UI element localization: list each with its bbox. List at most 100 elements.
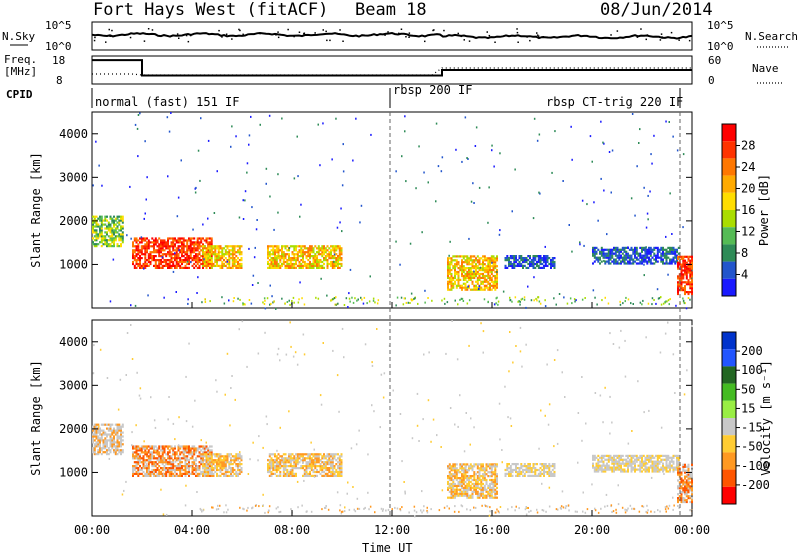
data-cell bbox=[270, 264, 273, 267]
data-cell bbox=[100, 245, 103, 248]
data-cell bbox=[604, 254, 607, 257]
data-cell bbox=[648, 460, 650, 463]
data-cell bbox=[462, 475, 465, 478]
data-cell bbox=[570, 125, 572, 128]
data-cell bbox=[270, 472, 273, 475]
data-cell bbox=[312, 264, 315, 267]
data-cell bbox=[113, 451, 115, 454]
data-cell bbox=[95, 453, 98, 456]
nsearch-point bbox=[154, 33, 157, 36]
data-cell bbox=[620, 464, 622, 467]
data-cell bbox=[177, 260, 180, 264]
data-cell bbox=[92, 223, 94, 226]
data-cell bbox=[653, 134, 655, 137]
data-cell bbox=[546, 260, 549, 264]
data-cell bbox=[496, 255, 498, 258]
data-cell bbox=[214, 247, 217, 250]
data-cell bbox=[490, 469, 493, 472]
data-cell bbox=[200, 117, 202, 120]
data-cell bbox=[153, 455, 155, 458]
data-cell bbox=[593, 456, 596, 459]
data-cell bbox=[645, 246, 647, 249]
data-cell bbox=[328, 247, 331, 250]
data-cell bbox=[448, 477, 451, 480]
data-cell bbox=[489, 478, 491, 482]
data-cell bbox=[548, 470, 551, 474]
data-cell bbox=[672, 460, 675, 463]
data-cell bbox=[154, 239, 157, 242]
data-cell bbox=[172, 447, 175, 450]
data-cell bbox=[303, 247, 306, 250]
data-cell bbox=[295, 457, 297, 460]
data-cell bbox=[494, 257, 497, 260]
data-cell bbox=[114, 453, 117, 456]
data-cell bbox=[625, 258, 628, 261]
data-cell bbox=[667, 454, 670, 457]
data-cell bbox=[457, 267, 460, 270]
data-cell bbox=[166, 116, 169, 119]
data-cell bbox=[289, 470, 292, 474]
data-cell bbox=[483, 298, 486, 301]
data-cell bbox=[532, 470, 535, 474]
data-cell bbox=[485, 463, 488, 466]
data-cell bbox=[476, 492, 479, 495]
data-cell bbox=[144, 257, 147, 260]
data-cell bbox=[487, 463, 490, 466]
data-cell bbox=[250, 302, 253, 305]
data-cell bbox=[651, 468, 654, 471]
data-cell bbox=[279, 472, 282, 475]
data-cell bbox=[226, 247, 229, 250]
data-cell bbox=[207, 251, 210, 254]
data-cell bbox=[209, 249, 211, 252]
data-cell bbox=[120, 227, 122, 230]
data-cell bbox=[494, 267, 497, 270]
data-cell bbox=[145, 198, 147, 201]
data-cell bbox=[226, 245, 229, 248]
data-cell bbox=[203, 472, 206, 475]
data-cell bbox=[677, 458, 680, 461]
data-cell bbox=[599, 460, 601, 463]
data-cell bbox=[537, 259, 540, 262]
data-cell bbox=[662, 468, 664, 471]
data-cell bbox=[226, 251, 229, 254]
data-cell bbox=[139, 457, 141, 460]
data-cell bbox=[395, 240, 397, 243]
data-cell bbox=[483, 467, 486, 470]
data-cell bbox=[522, 465, 524, 468]
data-cell bbox=[644, 252, 647, 255]
data-cell bbox=[121, 233, 124, 236]
data-cell bbox=[175, 459, 178, 462]
data-cell bbox=[179, 447, 182, 450]
data-cell bbox=[168, 266, 171, 269]
data-cell bbox=[95, 445, 98, 448]
data-cell bbox=[668, 121, 670, 123]
data-cell bbox=[616, 262, 619, 265]
data-cell bbox=[93, 451, 96, 454]
data-cell bbox=[231, 245, 234, 248]
data-cell bbox=[217, 264, 220, 267]
data-cell bbox=[483, 475, 486, 478]
data-cell bbox=[455, 263, 458, 266]
data-cell bbox=[151, 470, 154, 474]
data-cell bbox=[277, 257, 280, 260]
data-cell bbox=[197, 276, 199, 279]
data-cell bbox=[680, 281, 683, 284]
data-cell bbox=[202, 243, 204, 246]
data-cell bbox=[289, 457, 292, 460]
data-cell bbox=[609, 250, 612, 253]
data-cell bbox=[275, 461, 278, 464]
data-cell bbox=[523, 264, 526, 267]
data-cell bbox=[649, 246, 652, 249]
data-cell bbox=[303, 468, 306, 472]
data-cell bbox=[302, 457, 304, 460]
data-cell bbox=[551, 264, 554, 267]
data-cell bbox=[172, 257, 175, 260]
data-cell bbox=[660, 248, 663, 251]
data-cell bbox=[478, 259, 481, 262]
data-cell bbox=[161, 253, 164, 256]
data-cell bbox=[231, 257, 234, 260]
data-cell bbox=[163, 449, 166, 452]
data-cell bbox=[538, 191, 540, 194]
data-cell bbox=[207, 459, 210, 462]
data-cell bbox=[274, 257, 276, 260]
